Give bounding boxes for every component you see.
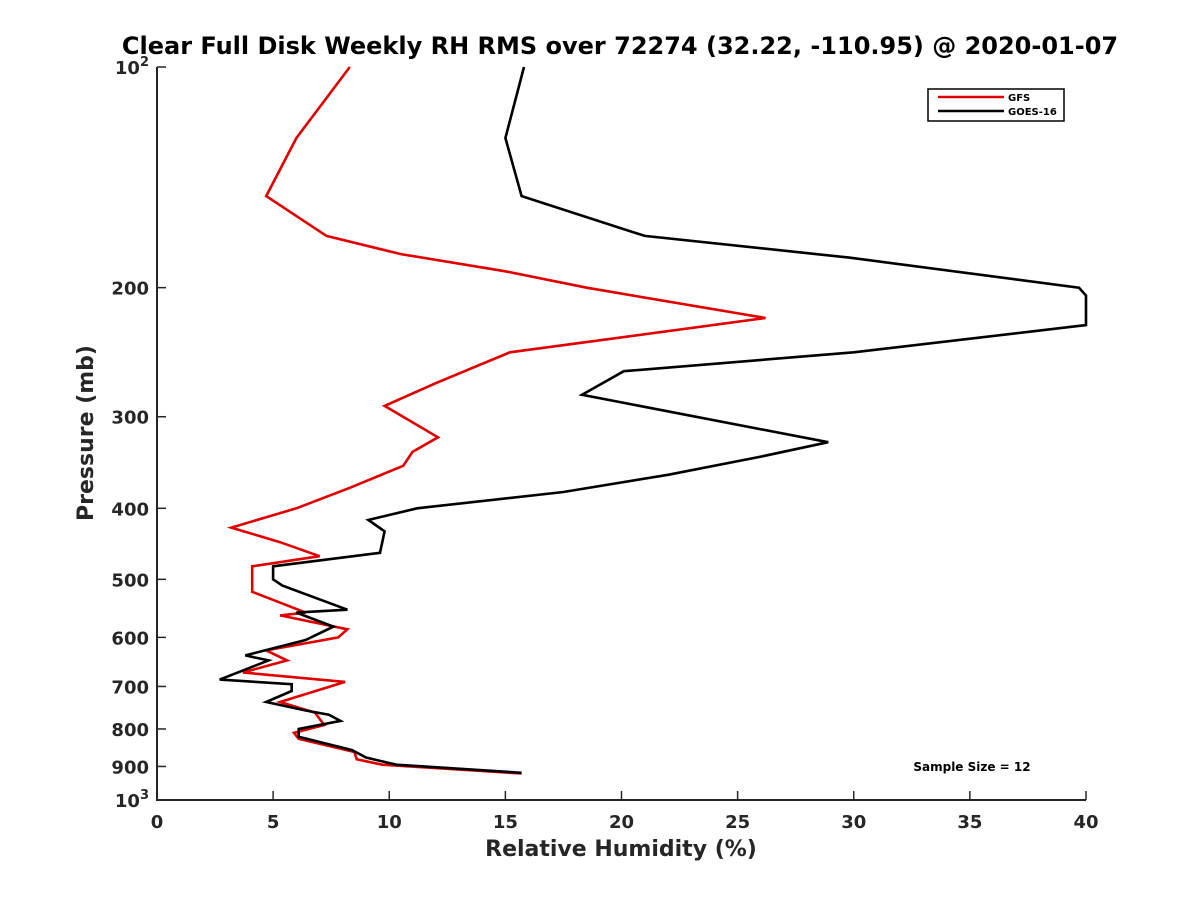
y-tick-label: 900 <box>111 757 149 778</box>
x-tick-label: 15 <box>493 812 518 833</box>
y-tick-label: 600 <box>111 628 149 649</box>
y-tick-label: 400 <box>111 499 149 520</box>
x-tick-label: 30 <box>841 812 866 833</box>
series-line-gfs <box>226 66 766 775</box>
x-tick-label: 0 <box>151 812 164 833</box>
x-tick-label: 20 <box>609 812 634 833</box>
series-line-goes-16 <box>219 66 1088 775</box>
x-axis-ticks: 0 5 10 15 20 25 30 35 40 <box>151 791 1099 833</box>
x-axis-label: Relative Humidity (%) <box>485 837 757 862</box>
legend-label-goes-16: GOES-16 <box>1008 107 1057 118</box>
y-tick-label: 800 <box>111 720 149 741</box>
y-tick-label: 500 <box>111 570 149 591</box>
y-axis-label: Pressure (mb) <box>74 345 99 521</box>
x-tick-label: 10 <box>377 812 402 833</box>
sample-size-annotation: Sample Size = 12 <box>913 760 1030 774</box>
x-tick-label: 25 <box>725 812 750 833</box>
x-tick-label: 35 <box>957 812 982 833</box>
x-tick-label: 5 <box>267 812 280 833</box>
legend-box <box>927 88 1065 122</box>
legend: GFS GOES-16 <box>927 88 1065 122</box>
y-tick-label: 200 <box>111 279 149 300</box>
y-axis-ticks: 102 200 300 400 500 600 700 800 900 103 <box>111 55 166 812</box>
y-tick-label: 300 <box>111 408 149 429</box>
y-tick-label: 103 <box>115 788 149 812</box>
y-tick-label: 700 <box>111 677 149 698</box>
x-tick-label: 40 <box>1073 812 1098 833</box>
y-tick-label: 102 <box>115 55 149 79</box>
chart-title: Clear Full Disk Weekly RH RMS over 72274… <box>122 32 1118 60</box>
series-layer <box>219 66 1088 775</box>
legend-label-gfs: GFS <box>1008 93 1030 104</box>
